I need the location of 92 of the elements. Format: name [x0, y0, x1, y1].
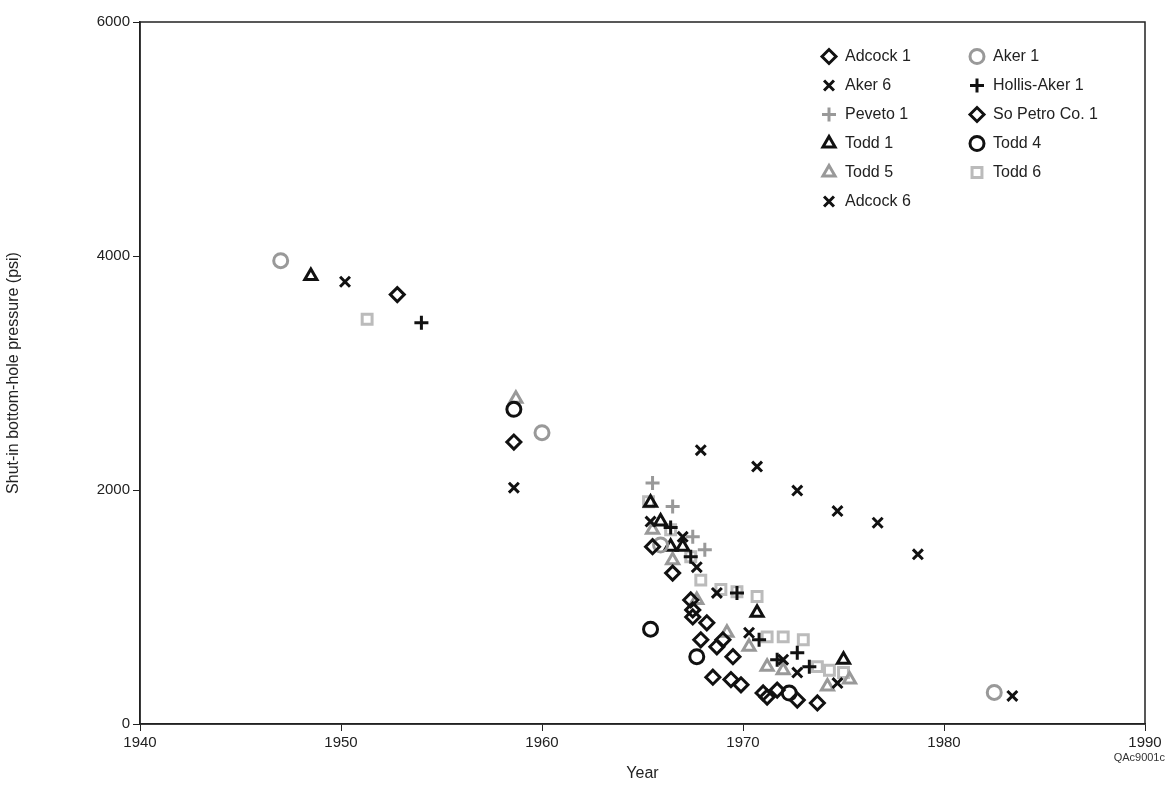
point: [505, 433, 523, 451]
point: [750, 460, 764, 474]
point: [775, 661, 791, 676]
legend-label: Todd 6: [993, 162, 1042, 180]
point: [776, 630, 790, 644]
y-tick-label: 6000: [96, 12, 130, 30]
point: [831, 504, 844, 518]
point: [338, 275, 352, 289]
y-tick-label: 0: [121, 714, 130, 732]
point: [388, 286, 406, 304]
x-tick-label: 1950: [324, 733, 358, 751]
point: [819, 678, 835, 692]
point: [758, 688, 776, 706]
point: [505, 400, 523, 418]
point: [790, 666, 804, 679]
point: [698, 614, 716, 632]
point: [841, 671, 858, 685]
point: [507, 481, 521, 495]
y-tick-label: 4000: [96, 246, 130, 264]
point: [664, 564, 682, 582]
point: [911, 547, 925, 561]
point: [831, 676, 844, 690]
point: [760, 630, 774, 644]
point: [708, 638, 726, 656]
point: [759, 658, 775, 672]
point: [694, 573, 708, 587]
point: [360, 312, 374, 326]
point: [682, 591, 700, 609]
point: [684, 528, 702, 546]
legend-label: Todd 5: [845, 162, 894, 180]
point: [692, 631, 710, 649]
point: [780, 684, 798, 702]
point: [800, 658, 818, 676]
point: [688, 648, 706, 666]
x-tick-label: 1980: [927, 733, 961, 751]
legend-label: Aker 1: [993, 46, 1040, 64]
point: [741, 638, 757, 652]
point: [871, 516, 885, 530]
point: [835, 651, 852, 665]
point: [754, 684, 772, 702]
point: [694, 443, 708, 457]
legend-label: Aker 6: [845, 75, 892, 93]
point: [788, 691, 806, 709]
point: [749, 604, 765, 618]
point: [790, 484, 804, 498]
point: [696, 541, 714, 559]
point: [642, 494, 659, 508]
point: [985, 683, 1003, 701]
point: [742, 626, 756, 640]
point: [653, 513, 669, 527]
x-axis-title: Year: [626, 763, 660, 781]
x-tick-label: 1960: [525, 733, 559, 751]
legend-label: So Petro Co. 1: [993, 104, 1099, 122]
point: [750, 631, 768, 649]
point: [808, 694, 826, 712]
legend-label: Todd 1: [845, 133, 894, 151]
point: [722, 671, 740, 689]
y-axis-title: Shut-in bottom-hole pressure (psi): [4, 252, 22, 494]
point: [810, 660, 824, 674]
point: [644, 515, 657, 529]
point: [796, 633, 810, 647]
point: [684, 601, 702, 619]
legend-label: Adcock 6: [845, 191, 911, 209]
point: [665, 551, 681, 566]
legend-label: Hollis-Aker 1: [993, 75, 1084, 93]
x-tick-label: 1970: [726, 733, 760, 751]
point: [303, 267, 319, 281]
point: [750, 590, 764, 603]
point: [684, 608, 702, 626]
point: [710, 586, 724, 600]
legend-label: Adcock 1: [845, 46, 911, 64]
point: [732, 676, 750, 694]
legend-label: Todd 4: [993, 133, 1042, 151]
point: [788, 644, 806, 662]
point: [1005, 689, 1019, 703]
point: [822, 663, 836, 677]
point: [676, 530, 690, 544]
point: [724, 648, 742, 666]
text: QAc9001c: [1113, 750, 1166, 763]
point: [675, 538, 691, 552]
point: [768, 681, 786, 699]
point: [714, 631, 732, 649]
point: [412, 314, 430, 332]
point: [642, 620, 660, 638]
y-tick-label: 2000: [96, 480, 130, 498]
point: [533, 424, 551, 442]
x-tick-label: 1990: [1128, 733, 1162, 751]
x-tick-label: 1940: [123, 733, 157, 751]
point: [272, 252, 290, 270]
point: [644, 538, 662, 556]
legend-label: Peveto 1: [845, 104, 909, 122]
point: [704, 668, 722, 686]
